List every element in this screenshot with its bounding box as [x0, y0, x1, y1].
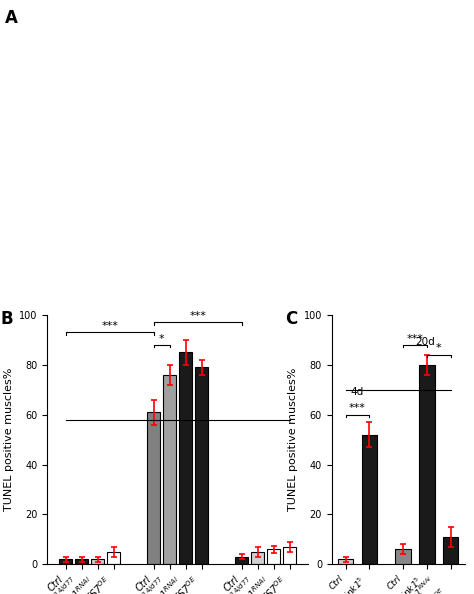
Bar: [235, 557, 248, 564]
Bar: [338, 560, 353, 564]
Bar: [419, 365, 435, 564]
Bar: [179, 352, 192, 564]
Bar: [267, 549, 280, 564]
Text: ***: ***: [406, 333, 423, 343]
Bar: [91, 560, 104, 564]
Bar: [283, 547, 296, 564]
Bar: [107, 552, 120, 564]
Bar: [163, 375, 176, 564]
Bar: [75, 560, 88, 564]
Text: ***: ***: [189, 311, 206, 321]
Bar: [443, 537, 458, 564]
Bar: [395, 549, 410, 564]
Y-axis label: TUNEL positive muscles%: TUNEL positive muscles%: [4, 368, 14, 511]
Bar: [251, 552, 264, 564]
Bar: [59, 560, 72, 564]
Text: *: *: [436, 343, 442, 353]
Bar: [362, 435, 377, 564]
Text: 4d: 4d: [350, 387, 364, 397]
Y-axis label: TUNEL positive muscles%: TUNEL positive muscles%: [288, 368, 298, 511]
Text: C: C: [285, 310, 298, 328]
Text: *: *: [159, 333, 164, 343]
Text: ***: ***: [349, 403, 366, 413]
Text: ***: ***: [101, 321, 118, 331]
Text: 20d: 20d: [415, 337, 435, 347]
Bar: [147, 412, 160, 564]
Text: B: B: [0, 310, 13, 328]
Text: A: A: [5, 9, 18, 27]
Bar: [195, 367, 208, 564]
